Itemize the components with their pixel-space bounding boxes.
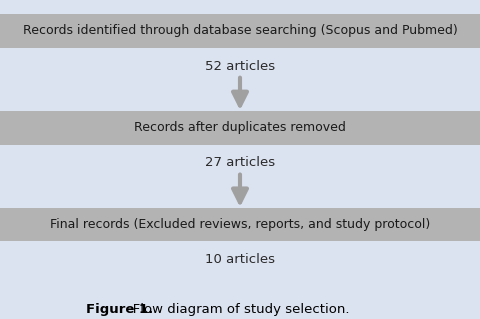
FancyBboxPatch shape <box>0 14 480 48</box>
Text: 52 articles: 52 articles <box>205 60 275 72</box>
Text: Final records (Excluded reviews, reports, and study protocol): Final records (Excluded reviews, reports… <box>50 218 430 231</box>
Text: 10 articles: 10 articles <box>205 253 275 266</box>
Text: 27 articles: 27 articles <box>205 156 275 169</box>
FancyBboxPatch shape <box>0 208 480 241</box>
Text: Records after duplicates removed: Records after duplicates removed <box>134 121 346 134</box>
Text: Figure 1.: Figure 1. <box>86 303 154 316</box>
FancyBboxPatch shape <box>0 111 480 145</box>
Text: Records identified through database searching (Scopus and Pubmed): Records identified through database sear… <box>23 24 457 37</box>
Text: Flow diagram of study selection.: Flow diagram of study selection. <box>86 303 350 316</box>
